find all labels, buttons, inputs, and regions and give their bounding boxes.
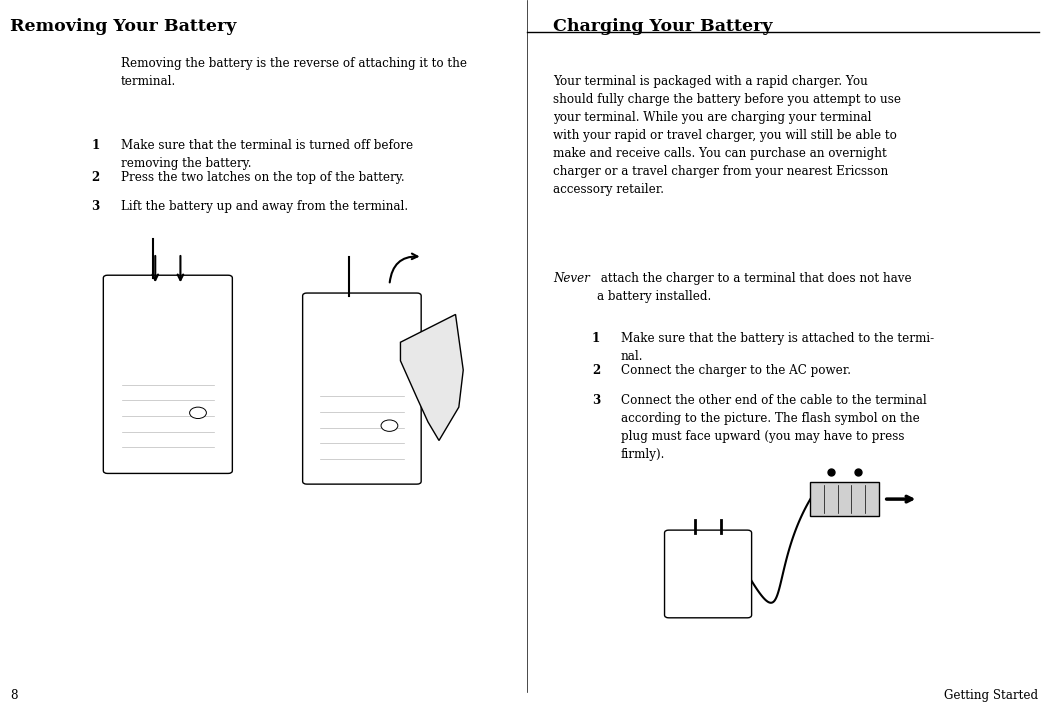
Text: Your terminal is packaged with a rapid charger. You
should fully charge the batt: Your terminal is packaged with a rapid c… [553,75,901,196]
Text: Make sure that the terminal is turned off before
removing the battery.: Make sure that the terminal is turned of… [121,139,412,170]
Polygon shape [401,314,464,441]
Text: Press the two latches on the top of the battery.: Press the two latches on the top of the … [121,171,404,184]
Text: Removing Your Battery: Removing Your Battery [10,18,237,35]
Text: Charging Your Battery: Charging Your Battery [553,18,772,35]
Text: 2: 2 [592,364,600,376]
Text: Connect the charger to the AC power.: Connect the charger to the AC power. [621,364,851,376]
Text: Removing the battery is the reverse of attaching it to the
terminal.: Removing the battery is the reverse of a… [121,57,467,88]
Text: 3: 3 [91,200,100,212]
Bar [811,482,879,516]
Circle shape [381,420,398,431]
Text: Make sure that the battery is attached to the termi-
nal.: Make sure that the battery is attached t… [621,332,934,362]
Text: 2: 2 [91,171,100,184]
Text: attach the charger to a terminal that does not have
a battery installed.: attach the charger to a terminal that do… [597,272,912,303]
Text: 8: 8 [10,689,18,702]
Text: Lift the battery up and away from the terminal.: Lift the battery up and away from the te… [121,200,408,212]
FancyBboxPatch shape [665,530,751,617]
FancyBboxPatch shape [302,293,421,484]
Text: 1: 1 [91,139,100,152]
Text: Getting Started: Getting Started [944,689,1039,702]
Text: 3: 3 [592,394,600,407]
Text: 1: 1 [592,332,600,344]
Text: Never: Never [553,272,590,285]
FancyBboxPatch shape [103,275,233,473]
Text: Connect the other end of the cable to the terminal
according to the picture. The: Connect the other end of the cable to th… [621,394,926,461]
Circle shape [190,407,207,419]
